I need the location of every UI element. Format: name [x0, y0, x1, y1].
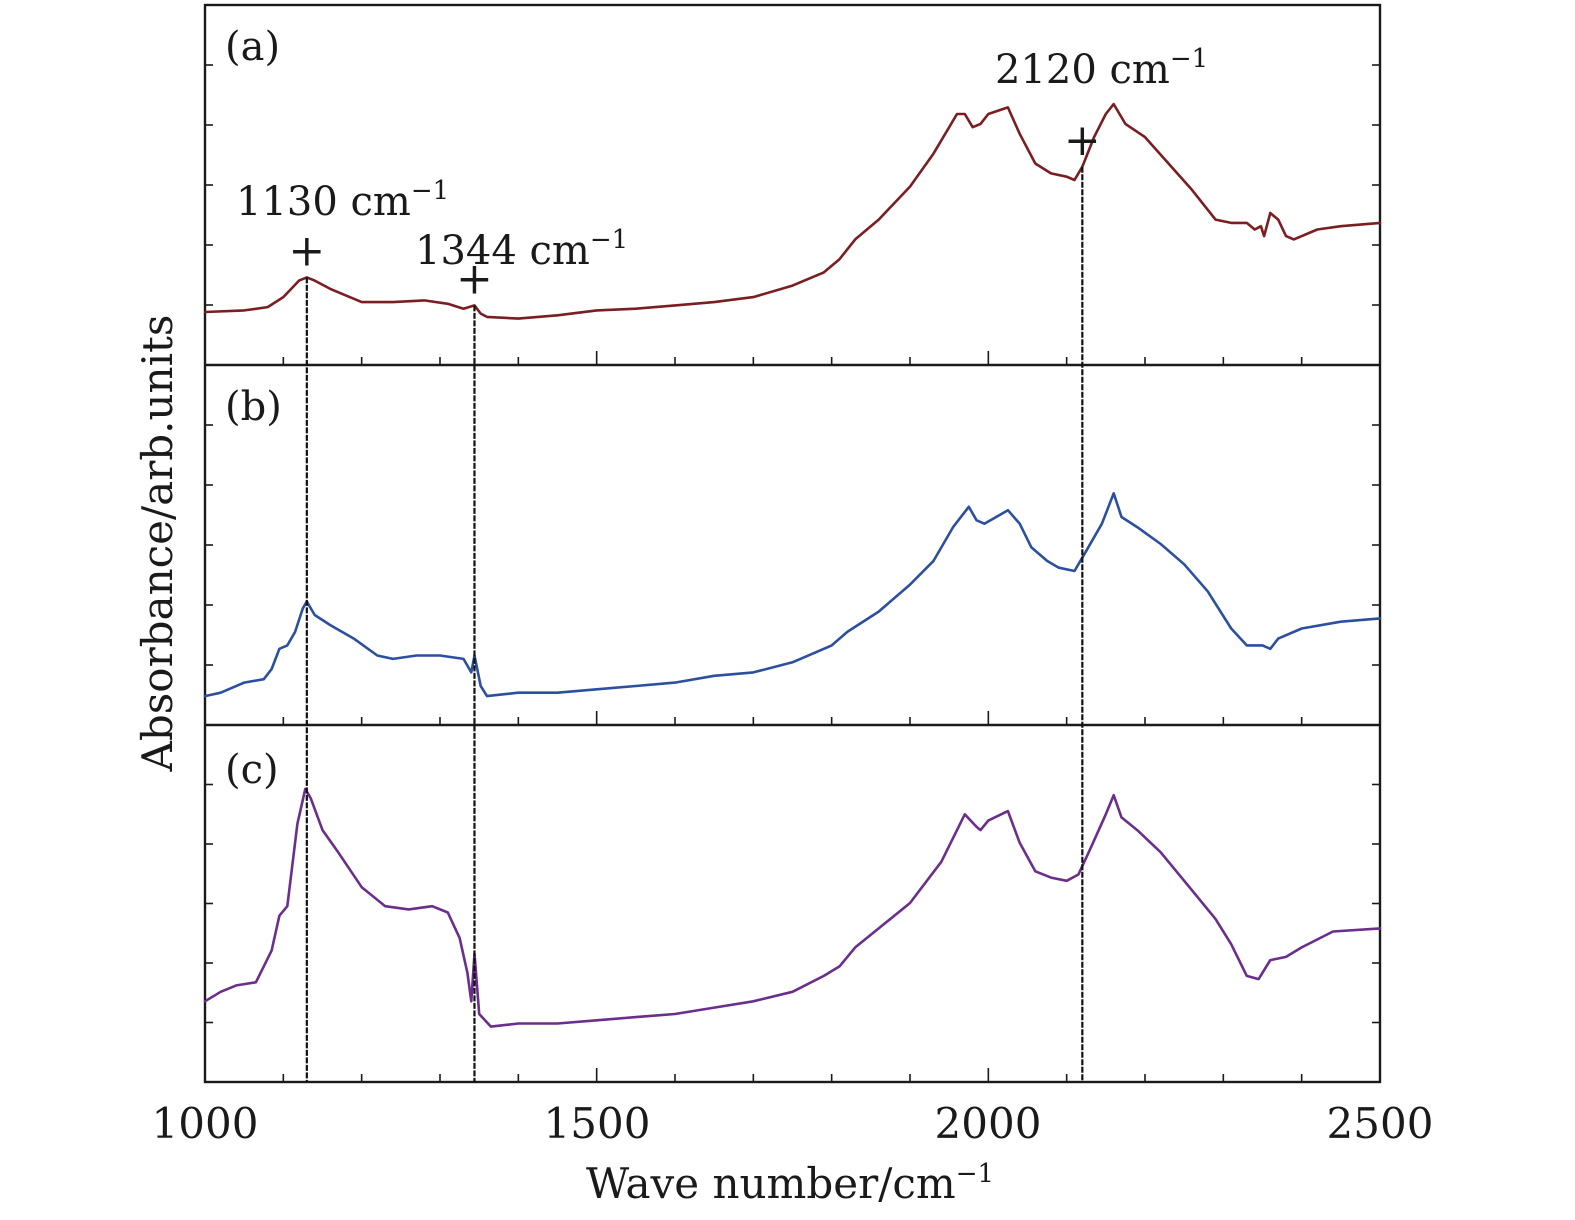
- marker-plus-2120: +: [1064, 115, 1101, 166]
- y-axis-label: Absorbance/arb.units: [133, 315, 182, 773]
- annotation-1130-unit: cm: [351, 179, 411, 225]
- peak-markers: + + +: [288, 115, 1101, 1082]
- series-line-a: [203, 102, 1382, 320]
- x-tick-label-1500: 1500: [544, 1099, 651, 1148]
- x-axis-label-text: Wave number/cm: [586, 1159, 956, 1208]
- axis-ticks: [204, 64, 1381, 1082]
- marker-plus-1344: +: [456, 253, 493, 304]
- series-line-b: [203, 492, 1382, 698]
- annotation-1130: 1130 cm−1: [236, 176, 449, 225]
- annotation-1344-value: 1344: [415, 228, 517, 274]
- x-tick-label-1000: 1000: [152, 1099, 259, 1148]
- x-axis-label-sup: −1: [956, 1159, 994, 1189]
- marker-plus-1130: +: [288, 225, 325, 276]
- panel-label-c: (c): [225, 747, 279, 793]
- x-tick-label-2000: 2000: [935, 1099, 1042, 1148]
- series-line-c: [203, 787, 1382, 1028]
- panel-label-a: (a): [225, 24, 280, 70]
- x-tick-label-2500: 2500: [1327, 1099, 1434, 1148]
- annotation-2120-sup: −1: [1170, 44, 1208, 74]
- annotation-1344-unit: cm: [530, 228, 590, 274]
- plot-frame: [203, 3, 1382, 1084]
- x-axis-label: Wave number/cm−1: [586, 1159, 994, 1208]
- spectra-series: [203, 102, 1382, 1028]
- annotation-2120-value: 2120: [995, 47, 1097, 93]
- annotation-1130-sup: −1: [411, 176, 449, 206]
- annotation-2120: 2120 cm−1: [995, 44, 1208, 93]
- annotation-1344-sup: −1: [590, 225, 628, 255]
- annotation-2120-unit: cm: [1110, 47, 1170, 93]
- annotation-1344: 1344 cm−1: [415, 225, 628, 274]
- annotation-1130-value: 1130: [236, 179, 338, 225]
- panel-label-b: (b): [225, 384, 282, 430]
